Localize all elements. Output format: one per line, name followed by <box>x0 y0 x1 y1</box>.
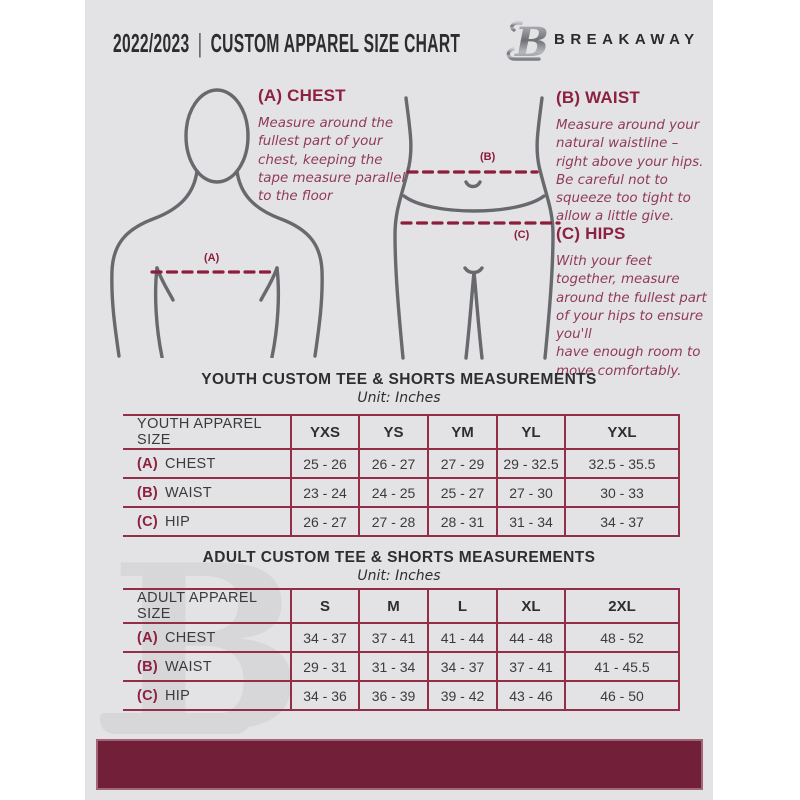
cell: 26 - 27 <box>358 448 429 479</box>
adult-size-column-header: ADULT APPAREL SIZE <box>123 588 292 624</box>
size-header-yl: YL <box>496 414 566 450</box>
hips-guide-heading: (C) HIPS <box>556 224 626 243</box>
title-separator: | <box>197 28 203 58</box>
adult-header-row: ADULT APPAREL SIZE S M L XL 2XL <box>123 588 680 624</box>
youth-header-row: YOUTH APPAREL SIZE YXS YS YM YL YXL <box>123 414 680 450</box>
cell: 28 - 31 <box>427 506 498 537</box>
chest-guide: (A) CHEST Measure around the fullest par… <box>258 86 436 206</box>
hips-guide-text: With your feet together, measure around … <box>556 254 707 379</box>
cell: 27 - 28 <box>358 506 429 537</box>
adult-section-title: ADULT CUSTOM TEE & SHORTS MEASUREMENTS <box>202 549 596 566</box>
row-prefix: (B) <box>137 484 159 501</box>
row-label: (C) HIP <box>123 680 292 711</box>
waist-guide: (B) WAIST Measure around your natural wa… <box>556 88 734 227</box>
cell: 34 - 37 <box>290 622 360 653</box>
youth-size-column-header: YOUTH APPAREL SIZE <box>123 414 292 450</box>
cell: 37 - 41 <box>358 622 429 653</box>
cell: 27 - 30 <box>496 477 566 508</box>
cell: 37 - 41 <box>496 651 566 682</box>
footer-bar <box>96 739 703 790</box>
youth-size-table: YOUTH APPAREL SIZE YXS YS YM YL YXL (A) C… <box>123 414 680 537</box>
cell: 25 - 27 <box>427 477 498 508</box>
row-label-text: HIP <box>165 687 191 704</box>
table-row-youth-waist: (B) WAIST 23 - 24 24 - 25 25 - 27 27 - 30… <box>123 477 680 508</box>
cell: 31 - 34 <box>358 651 429 682</box>
cell: 27 - 29 <box>427 448 498 479</box>
row-prefix: (C) <box>137 513 159 530</box>
row-label-text: CHEST <box>165 629 216 646</box>
cell: 41 - 44 <box>427 622 498 653</box>
cell: 29 - 31 <box>290 651 360 682</box>
cell: 26 - 27 <box>290 506 360 537</box>
cell: 30 - 33 <box>564 477 680 508</box>
size-header-m: M <box>358 588 429 624</box>
row-prefix: (A) <box>137 629 159 646</box>
row-label: (C) HIP <box>123 506 292 537</box>
row-prefix: (C) <box>137 687 159 704</box>
row-label: (A) CHEST <box>123 622 292 653</box>
row-label: (B) WAIST <box>123 651 292 682</box>
cell: 32.5 - 35.5 <box>564 448 680 479</box>
adult-size-table: ADULT APPAREL SIZE S M L XL 2XL (A) CHEST… <box>123 588 680 711</box>
youth-section-title: YOUTH CUSTOM TEE & SHORTS MEASUREMENTS <box>201 371 597 388</box>
adult-unit-label: Unit: Inches <box>357 568 441 584</box>
row-label-text: WAIST <box>165 484 212 501</box>
cell: 39 - 42 <box>427 680 498 711</box>
page-title: 2022/2023 | CUSTOM APPAREL SIZE CHART <box>113 28 460 59</box>
cell: 23 - 24 <box>290 477 360 508</box>
row-label-text: CHEST <box>165 455 216 472</box>
youth-unit-label: Unit: Inches <box>357 390 441 406</box>
chest-guide-text: Measure around the fullest part of your … <box>258 116 406 205</box>
waist-guide-heading: (B) WAIST <box>556 88 640 107</box>
size-header-ys: YS <box>358 414 429 450</box>
row-prefix: (A) <box>137 455 159 472</box>
cell: 25 - 26 <box>290 448 360 479</box>
table-row-adult-waist: (B) WAIST 29 - 31 31 - 34 34 - 37 37 - 41… <box>123 651 680 682</box>
watermark-base-stroke <box>100 713 250 734</box>
table-row-adult-chest: (A) CHEST 34 - 37 37 - 41 41 - 44 44 - 48… <box>123 622 680 653</box>
chest-guide-heading: (A) CHEST <box>258 86 346 105</box>
row-label-text: WAIST <box>165 658 212 675</box>
hip-marker-label: (C) <box>514 229 530 241</box>
size-header-yxs: YXS <box>290 414 360 450</box>
cell: 24 - 25 <box>358 477 429 508</box>
row-label: (B) WAIST <box>123 477 292 508</box>
waist-marker-label: (B) <box>480 151 496 163</box>
brand-name: BREAKAWAY <box>554 31 700 48</box>
table-row-adult-hip: (C) HIP 34 - 36 36 - 39 39 - 42 43 - 46 4… <box>123 680 680 711</box>
size-header-ym: YM <box>427 414 498 450</box>
cell: 36 - 39 <box>358 680 429 711</box>
chest-marker-label: (A) <box>204 252 220 264</box>
breakaway-logo-icon: B <box>503 16 551 71</box>
cell: 34 - 36 <box>290 680 360 711</box>
torso-figure <box>110 88 324 358</box>
size-header-yxl: YXL <box>564 414 680 450</box>
hips-guide: (C) HIPS With your feet together, measur… <box>556 224 734 381</box>
cell: 34 - 37 <box>564 506 680 537</box>
size-header-2xl: 2XL <box>564 588 680 624</box>
season-label: 2022/2023 <box>113 28 190 58</box>
table-row-youth-chest: (A) CHEST 25 - 26 26 - 27 27 - 29 29 - 32… <box>123 448 680 479</box>
cell: 31 - 34 <box>496 506 566 537</box>
cell: 48 - 52 <box>564 622 680 653</box>
cell: 29 - 32.5 <box>496 448 566 479</box>
row-label-text: HIP <box>165 513 191 530</box>
cell: 41 - 45.5 <box>564 651 680 682</box>
cell: 43 - 46 <box>496 680 566 711</box>
chart-title-label: CUSTOM APPAREL SIZE CHART <box>210 28 461 58</box>
row-prefix: (B) <box>137 658 159 675</box>
cell: 46 - 50 <box>564 680 680 711</box>
waist-guide-text: Measure around your natural waistline – … <box>556 118 704 225</box>
hips-figure <box>393 96 561 360</box>
cell: 34 - 37 <box>427 651 498 682</box>
size-header-xl: XL <box>496 588 566 624</box>
cell: 44 - 48 <box>496 622 566 653</box>
table-row-youth-hip: (C) HIP 26 - 27 27 - 28 28 - 31 31 - 34 3… <box>123 506 680 537</box>
row-label: (A) CHEST <box>123 448 292 479</box>
size-header-l: L <box>427 588 498 624</box>
size-header-s: S <box>290 588 360 624</box>
